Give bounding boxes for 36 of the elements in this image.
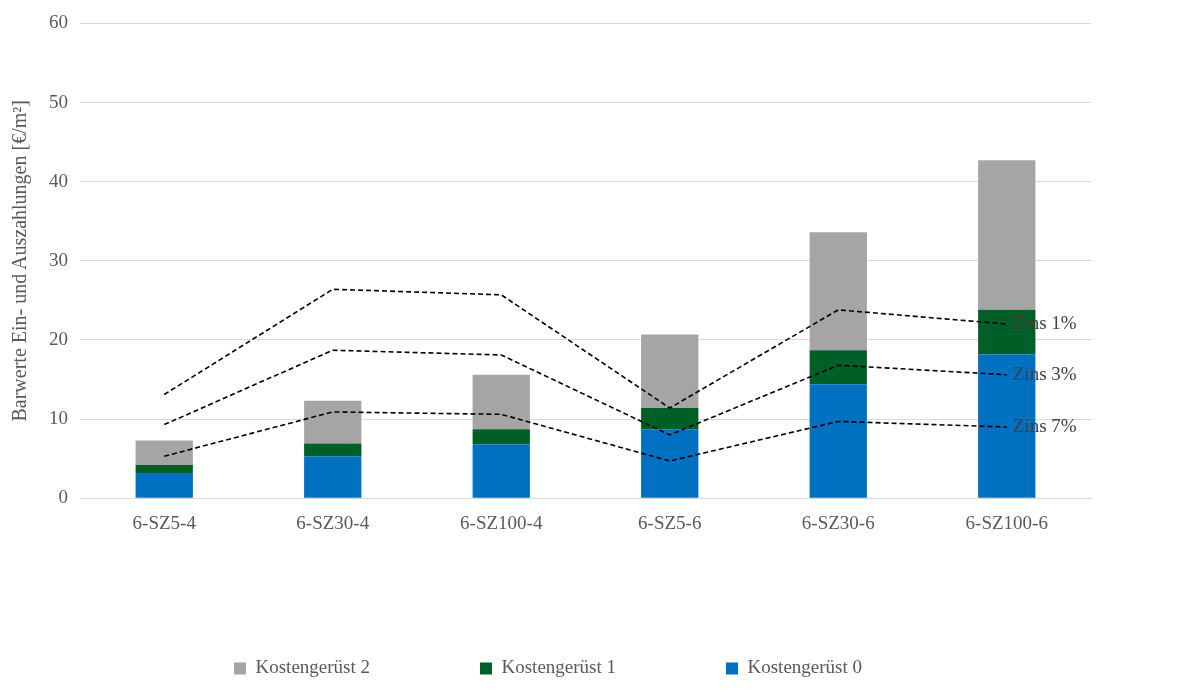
x-tick-label: 6-SZ5-6 xyxy=(638,511,702,533)
x-tick-label: 6-SZ30-4 xyxy=(296,511,370,533)
y-tick-label: 50 xyxy=(49,90,68,112)
line-series xyxy=(163,411,1008,462)
bar xyxy=(641,429,699,498)
bar xyxy=(978,160,1036,310)
y-axis-title: Barwerte Ein- und Auszahlungen [€/m²] xyxy=(8,100,32,422)
y-tick-label: 40 xyxy=(49,169,68,191)
bar xyxy=(135,464,193,473)
bar xyxy=(641,334,699,408)
legend-label: Kostengerüst 1 xyxy=(501,656,617,678)
legend-label: Kostengerüst 0 xyxy=(747,656,863,678)
y-tick-label: 10 xyxy=(49,407,68,429)
legend-label: Kostengerüst 2 xyxy=(255,656,370,678)
bar xyxy=(472,429,530,445)
line-series xyxy=(163,349,1008,436)
y-tick-label: 30 xyxy=(49,248,68,270)
x-tick-label: 6-SZ5-4 xyxy=(132,511,197,533)
y-tick-label: 60 xyxy=(49,11,68,33)
bar xyxy=(809,350,867,385)
bar xyxy=(304,400,362,444)
bar xyxy=(809,384,867,498)
bar xyxy=(135,472,193,498)
y-tick-label: 20 xyxy=(49,327,68,349)
bar xyxy=(304,443,362,457)
line-series xyxy=(163,288,1008,409)
bar xyxy=(472,444,530,498)
bar xyxy=(472,374,530,430)
x-tick-label: 6-SZ100-4 xyxy=(460,511,543,533)
bar xyxy=(135,440,193,465)
bar xyxy=(641,407,699,430)
x-tick-label: 6-SZ100-6 xyxy=(965,511,1048,533)
bar xyxy=(809,232,867,351)
y-tick-label: 0 xyxy=(58,486,68,508)
x-tick-label: 6-SZ30-6 xyxy=(801,511,875,533)
bar xyxy=(304,456,362,498)
